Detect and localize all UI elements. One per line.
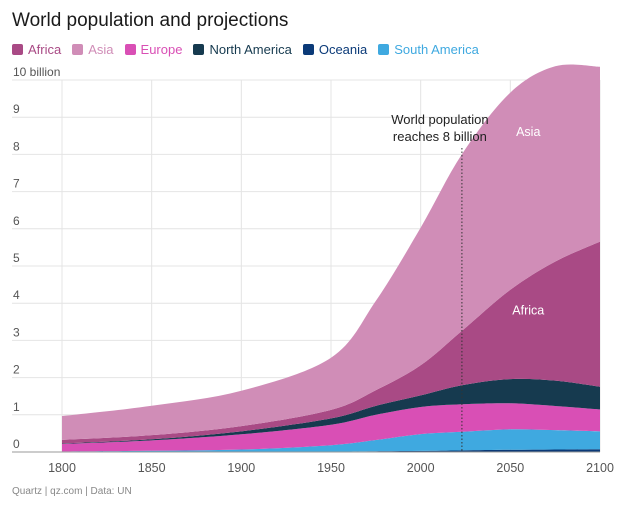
area-south-america xyxy=(62,429,600,452)
annotation-text: reaches 8 billion xyxy=(393,129,487,144)
y-tick-label: 10 billion xyxy=(13,65,60,79)
annotation-text: World population xyxy=(391,112,488,127)
area-africa xyxy=(62,241,600,444)
area-asia xyxy=(62,64,600,440)
legend-item: South America xyxy=(378,42,479,57)
x-tick-label: 1800 xyxy=(48,461,76,475)
y-tick-label: 9 xyxy=(13,102,20,116)
area-oceania xyxy=(62,449,600,452)
y-tick-label: 2 xyxy=(13,363,20,377)
y-tick-label: 1 xyxy=(13,400,20,414)
y-tick-label: 8 xyxy=(13,139,20,153)
x-tick-label: 2000 xyxy=(407,461,435,475)
x-tick-label: 1950 xyxy=(317,461,345,475)
y-tick-label: 6 xyxy=(13,214,20,228)
y-tick-label: 4 xyxy=(13,288,20,302)
y-tick-label: 0 xyxy=(13,437,20,451)
legend-swatch xyxy=(302,44,314,55)
area-europe xyxy=(62,403,600,452)
legend-swatch xyxy=(378,44,390,55)
x-tick-label: 2050 xyxy=(496,461,524,475)
area-north-america xyxy=(62,378,600,444)
legend-label: Oceania xyxy=(318,42,368,57)
legend-item: Europe xyxy=(124,42,183,57)
legend-item: Asia xyxy=(72,42,114,57)
legend-swatch xyxy=(193,44,205,55)
legend-label: Asia xyxy=(88,42,114,57)
legend-item: Africa xyxy=(12,42,61,57)
legend: Africa Asia Europe North America Oceania Sout… xyxy=(12,42,490,57)
legend-swatch xyxy=(124,44,136,55)
area-layers xyxy=(62,64,600,452)
source-caption: Quartz | qz.com | Data: UN xyxy=(12,486,132,497)
legend-label: Africa xyxy=(28,42,62,57)
x-tick-label: 2100 xyxy=(586,461,614,475)
region-label: Asia xyxy=(516,125,540,139)
region-label: Africa xyxy=(512,303,544,317)
legend-swatch xyxy=(12,44,23,55)
legend-item: Oceania xyxy=(302,42,368,57)
y-tick-label: 5 xyxy=(13,251,20,265)
chart-title: World population and projections xyxy=(12,10,289,31)
legend-label: South America xyxy=(394,42,479,57)
y-tick-label: 3 xyxy=(13,325,20,339)
x-tick-label: 1850 xyxy=(138,461,166,475)
x-tick-label: 1900 xyxy=(227,461,255,475)
legend-swatch xyxy=(72,44,84,55)
y-tick-label: 7 xyxy=(13,177,20,191)
legend-item: North America xyxy=(193,42,292,57)
legend-label: North America xyxy=(209,42,292,57)
legend-label: Europe xyxy=(140,42,183,57)
